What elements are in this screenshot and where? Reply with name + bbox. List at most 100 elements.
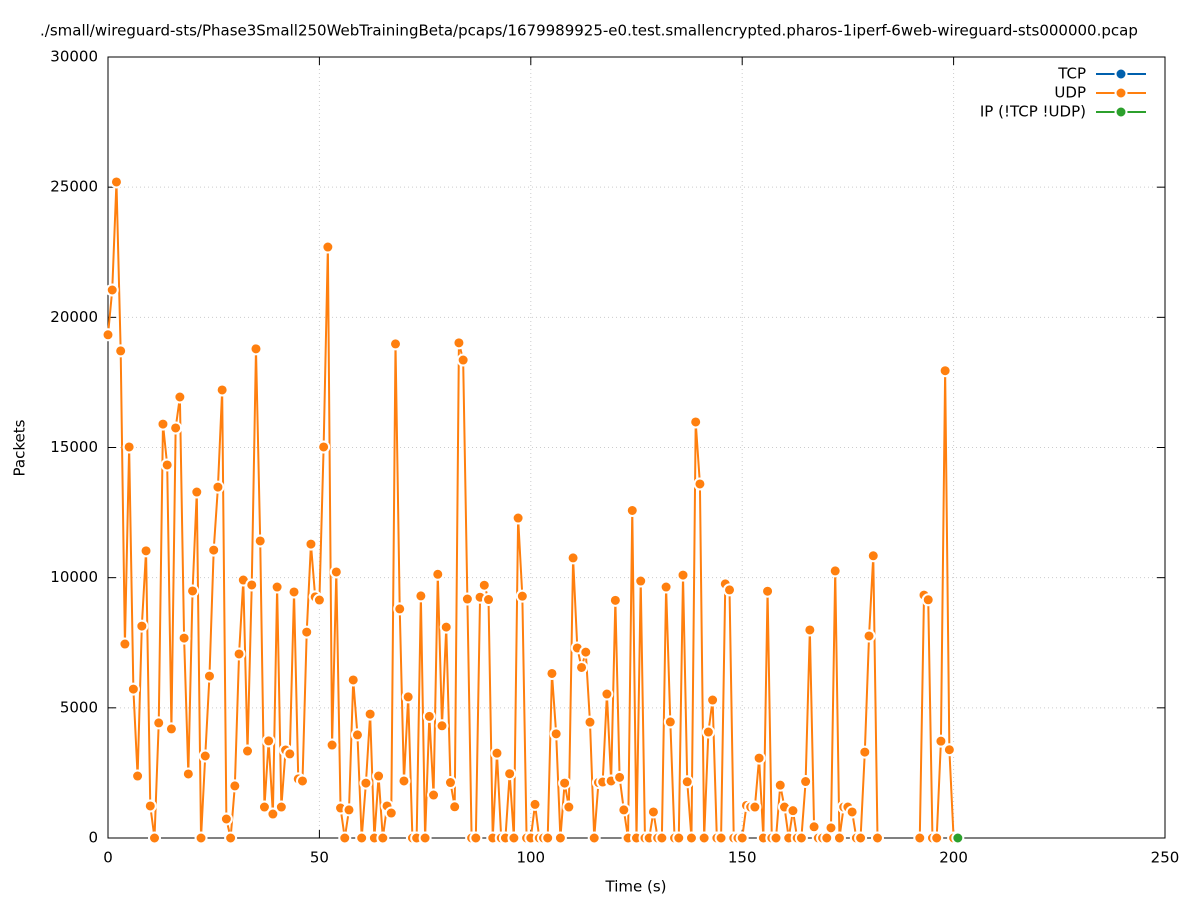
data-point [249,342,263,356]
data-point [321,240,335,254]
data-point [389,337,403,351]
data-point [148,831,162,845]
data-point [735,831,749,845]
data-point [228,779,242,793]
data-point [452,336,466,350]
data-point [181,767,195,781]
data-point [600,687,614,701]
data-point [761,584,775,598]
data-point [845,805,859,819]
data-point [545,666,559,680]
data-point [549,727,563,741]
data-point [714,831,728,845]
data-point [101,328,115,342]
data-point [558,776,572,790]
data-point [824,821,838,835]
data-point [384,806,398,820]
data-point [460,592,474,606]
grid: 0 5000 10000 15000 20000 25000 30000 0 50 100 150 2… [50,48,1179,867]
data-point [401,690,415,704]
data-point [300,625,314,639]
data-point [418,831,432,845]
data-point [329,565,343,579]
data-point [634,574,648,588]
x-tick-label: 50 [310,849,329,867]
x-tick-label: 0 [103,849,113,867]
data-point [253,534,267,548]
data-point [211,480,225,494]
data-point [828,564,842,578]
data-point [152,716,166,730]
data-point [951,831,965,845]
data-point [194,831,208,845]
data-point [655,831,669,845]
data-point [139,544,153,558]
data-point [672,831,686,845]
data-point [359,776,373,790]
data-point [448,800,462,814]
data-point [114,344,128,358]
x-tick-label: 150 [728,849,757,867]
data-point [198,749,212,763]
data-point [372,769,386,783]
data-point [862,629,876,643]
legend-label: TCP [1057,65,1086,83]
data-point [684,831,698,845]
y-tick-label: 20000 [50,308,98,326]
data-point [355,831,369,845]
data-point [934,734,948,748]
x-tick-label: 100 [516,849,545,867]
data-point [274,800,288,814]
data-point [312,593,326,607]
data-point [126,682,140,696]
data-point [186,584,200,598]
data-point [224,831,238,845]
data-point [858,745,872,759]
data-point [482,593,496,607]
y-tick-label: 25000 [50,178,98,196]
data-point [363,707,377,721]
data-point [942,743,956,757]
data-point [799,775,813,789]
data-point [169,421,183,435]
data-point [566,551,580,565]
data-point [304,537,318,551]
data-point [135,619,149,633]
data-point [469,831,483,845]
data-point [177,631,191,645]
data-point [477,578,491,592]
data-point [143,799,157,813]
data-point [270,580,284,594]
data-point [930,831,944,845]
data-point [443,776,457,790]
data-point [693,477,707,491]
data-point [414,589,428,603]
y-tick-label: 10000 [50,568,98,586]
data-point [215,383,229,397]
data-point [317,440,331,454]
data-point [938,364,952,378]
data-point [723,583,737,597]
y-tick-label: 0 [88,829,98,847]
data-point [583,715,597,729]
legend-marker [1114,86,1128,100]
y-tick-label: 15000 [50,438,98,456]
y-axis-label: Packets [11,419,29,476]
data-point [803,623,817,637]
data-point [376,831,390,845]
data-point [617,803,631,817]
data-point [164,722,178,736]
data-point [676,568,690,582]
data-point [427,788,441,802]
data-point [921,593,935,607]
data-point [769,831,783,845]
data-point [503,767,517,781]
data-point [431,567,445,581]
data-point [490,746,504,760]
data-point [608,593,622,607]
data-point [156,417,170,431]
data-point [350,728,364,742]
data-point [697,831,711,845]
